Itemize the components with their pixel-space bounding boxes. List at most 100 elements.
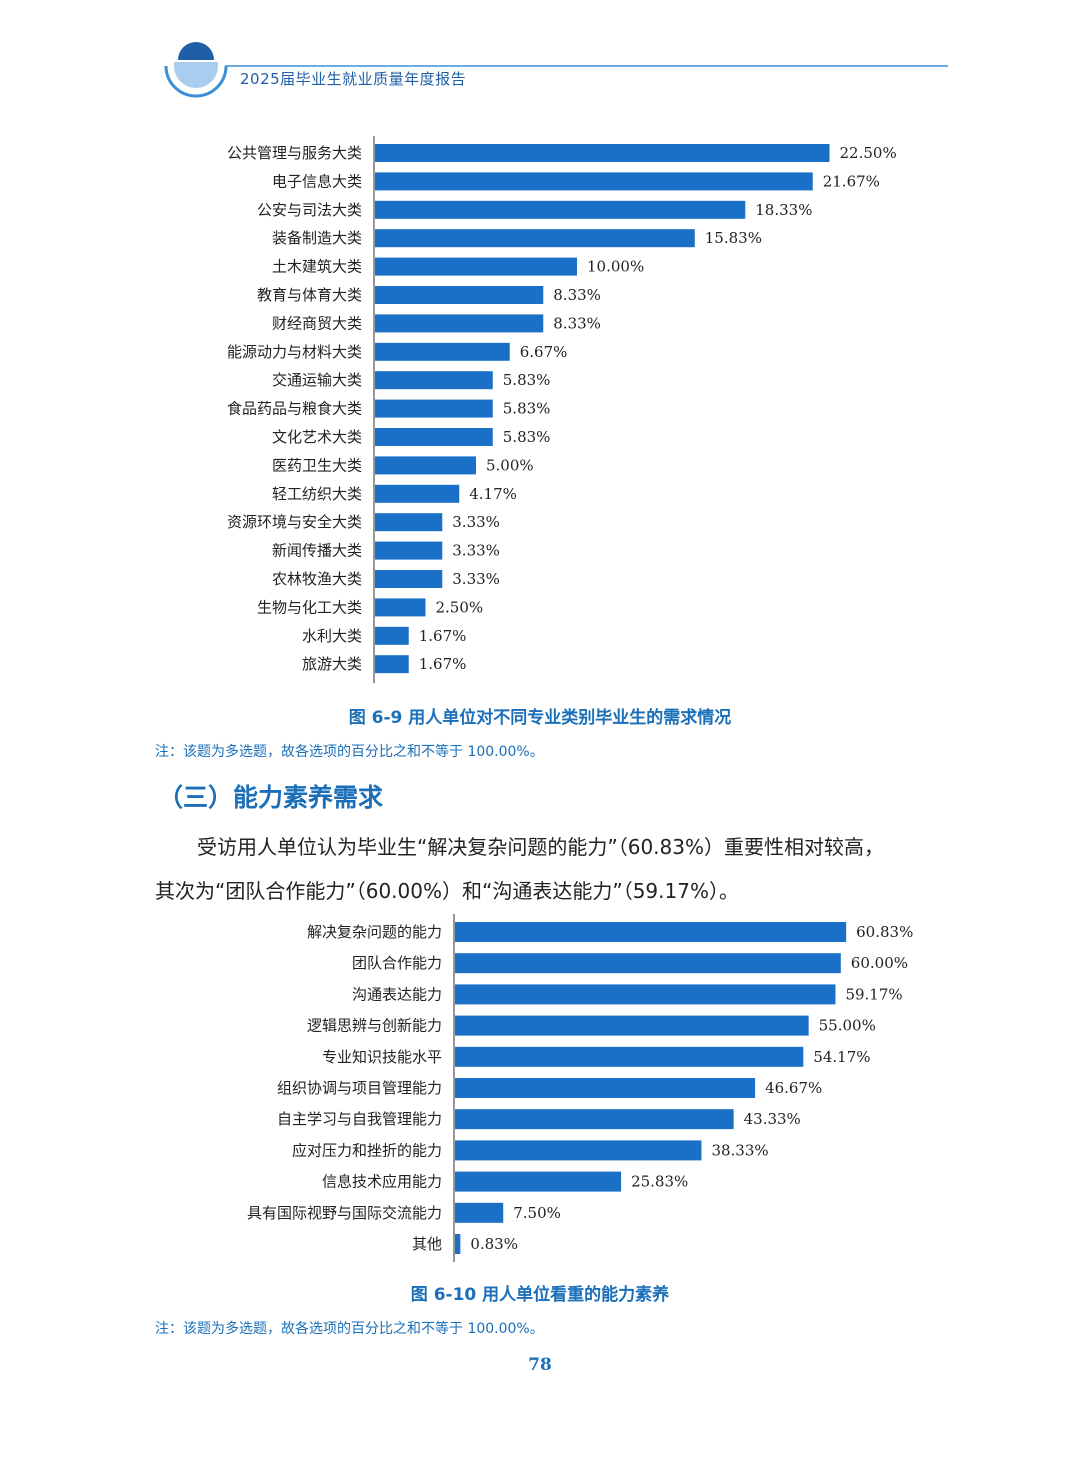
chart1-bar (375, 257, 577, 276)
chart1-value-label: 6.67% (520, 343, 568, 361)
chart1-bar (375, 286, 544, 304)
chart1-category-label: 食品药品与粮食大类 (227, 400, 362, 418)
chart1-value-label: 3.33% (452, 542, 500, 560)
chart2-category-label: 沟通表达能力 (352, 985, 442, 1003)
chart2-value-label: 55.00% (819, 1017, 876, 1035)
chart1-bar (375, 570, 443, 588)
chart2-value-label: 60.83% (856, 923, 913, 941)
chart2-bar (455, 922, 847, 942)
chart1-bar (375, 172, 813, 191)
paragraph-line-2: 其次为“团队合作能力”（60.00%）和“沟通表达能力”（59.17%）。 (155, 879, 739, 903)
chart1-category-label: 公安与司法大类 (257, 201, 362, 219)
figure1-caption: 图 6-9 用人单位对不同专业类别毕业生的需求情况 (348, 708, 732, 728)
chart2-category-label: 具有国际视野与国际交流能力 (247, 1204, 442, 1222)
chart1-bar (375, 399, 493, 418)
chart1-category-label: 公共管理与服务大类 (227, 144, 362, 162)
chart2-value-label: 0.83% (470, 1235, 518, 1253)
chart2-bar (455, 984, 836, 1005)
chart2-value-label: 60.00% (851, 954, 908, 972)
chart2-value-label: 7.50% (513, 1204, 561, 1222)
figure1-note: 注：该题为多选题，故各选项的百分比之和不等于 100.00%。 (155, 744, 544, 760)
chart2-bar (455, 1202, 504, 1223)
chart2-bar (455, 1078, 756, 1098)
chart1-category-label: 农林牧渔大类 (272, 570, 362, 588)
chart2-bar (455, 953, 841, 974)
chart2-category-label: 信息技术应用能力 (322, 1173, 442, 1191)
chart1-svg: 公共管理与服务大类 22.50% 电子信息大类 21.67% 公安与司法大类 18.33%… (227, 136, 897, 684)
chart1-value-label: 1.67% (419, 627, 467, 645)
chart2-category-label: 解决复杂问题的能力 (307, 923, 442, 941)
chart2-category-label: 应对压力和挫折的能力 (292, 1141, 442, 1159)
chart1-category-label: 生物与化工大类 (257, 598, 362, 616)
figure2-caption: 图 6-10 用人单位看重的能力素养 (410, 1285, 670, 1305)
chart2-value-label: 38.33% (711, 1141, 768, 1159)
figure2-note: 注：该题为多选题，故各选项的百分比之和不等于 100.00%。 (155, 1321, 544, 1337)
chart2-bar (455, 1109, 734, 1130)
chart1-bar (375, 314, 544, 333)
chart1-value-label: 8.33% (553, 314, 601, 332)
chart1-value-label: 1.67% (419, 655, 467, 673)
chart1-bar (375, 144, 830, 162)
chart1-category-label: 土木建筑大类 (272, 258, 362, 276)
chart2-value-label: 59.17% (845, 985, 902, 1003)
report-title: 2025届毕业生就业质量年度报告 (240, 70, 467, 88)
chart1-value-label: 5.83% (503, 371, 551, 389)
chart-ability-demand: 解决复杂问题的能力 60.83% 团队合作能力 60.00% 沟通表达能力 59.17% 逻… (0, 912, 1080, 1266)
chart1-category-label: 财经商贸大类 (272, 314, 362, 332)
chart1-category-label: 装备制造大类 (272, 229, 362, 247)
chart1-bar (375, 655, 409, 674)
page-header: 2025届毕业生就业质量年度报告 (0, 0, 1080, 110)
chart1-category-label: 能源动力与材料大类 (227, 343, 362, 361)
chart2-bar (455, 1046, 804, 1067)
section-title: （三）能力素养需求 (158, 783, 384, 812)
chart2-svg: 解决复杂问题的能力 60.83% 团队合作能力 60.00% 沟通表达能力 59.17% 逻… (247, 914, 913, 1264)
chart2-value-label: 43.33% (744, 1110, 801, 1128)
chart1-bar (375, 371, 493, 390)
chart1-value-label: 2.50% (436, 598, 484, 616)
chart2-bar (455, 1015, 809, 1036)
chart1-category-label: 交通运输大类 (272, 371, 362, 389)
chart1-value-label: 3.33% (452, 570, 500, 588)
chart2-category-label: 自主学习与自我管理能力 (277, 1110, 442, 1128)
chart1-bar (375, 229, 695, 248)
chart1-value-label: 10.00% (587, 258, 644, 276)
chart1-value-label: 5.83% (503, 428, 551, 446)
chart2-category-label: 团队合作能力 (352, 954, 442, 972)
chart1-value-label: 8.33% (553, 286, 601, 304)
chart1-value-label: 5.00% (486, 456, 534, 474)
chart1-category-label: 电子信息大类 (272, 172, 362, 190)
chart1-value-label: 22.50% (840, 144, 897, 162)
header-logo-icon (164, 42, 948, 98)
chart1-value-label: 21.67% (823, 172, 880, 190)
chart1-bar (375, 541, 443, 560)
chart1-category-label: 新闻传播大类 (272, 542, 362, 560)
chart1-value-label: 15.83% (705, 229, 762, 247)
chart1-bar (375, 626, 409, 645)
chart1-bar (375, 342, 510, 361)
chart1-value-label: 3.33% (452, 513, 500, 531)
chart2-category-label: 专业知识技能水平 (322, 1048, 442, 1066)
chart2-category-label: 其他 (412, 1235, 442, 1253)
chart2-bar (455, 1234, 461, 1254)
chart2-bar (455, 1171, 622, 1192)
chart-major-demand: 公共管理与服务大类 22.50% 电子信息大类 21.67% 公安与司法大类 18.33%… (0, 132, 1080, 691)
chart1-category-label: 文化艺术大类 (272, 428, 362, 446)
chart1-bar (375, 484, 460, 503)
chart1-value-label: 18.33% (755, 201, 812, 219)
chart1-bar (375, 598, 426, 617)
chart1-value-label: 5.83% (503, 400, 551, 418)
chart1-category-label: 资源环境与安全大类 (227, 513, 362, 531)
body-paragraph: 受访用人单位认为毕业生“解决复杂问题的能力”（60.83%）重要性相对较高， 其… (155, 825, 970, 913)
chart2-category-label: 组织协调与项目管理能力 (277, 1079, 442, 1097)
chart2-bar (455, 1140, 702, 1161)
chart2-value-label: 25.83% (631, 1173, 688, 1191)
chart1-value-label: 4.17% (469, 485, 517, 503)
chart1-bar (375, 200, 746, 219)
chart1-category-label: 水利大类 (302, 627, 362, 645)
page-number: 78 (528, 1355, 552, 1375)
chart1-category-label: 轻工纺织大类 (272, 485, 362, 503)
chart2-category-label: 逻辑思辨与创新能力 (307, 1017, 442, 1035)
paragraph-line-1: 受访用人单位认为毕业生“解决复杂问题的能力”（60.83%）重要性相对较高， (197, 835, 884, 859)
chart1-category-label: 旅游大类 (302, 655, 362, 673)
chart2-value-label: 54.17% (813, 1048, 870, 1066)
